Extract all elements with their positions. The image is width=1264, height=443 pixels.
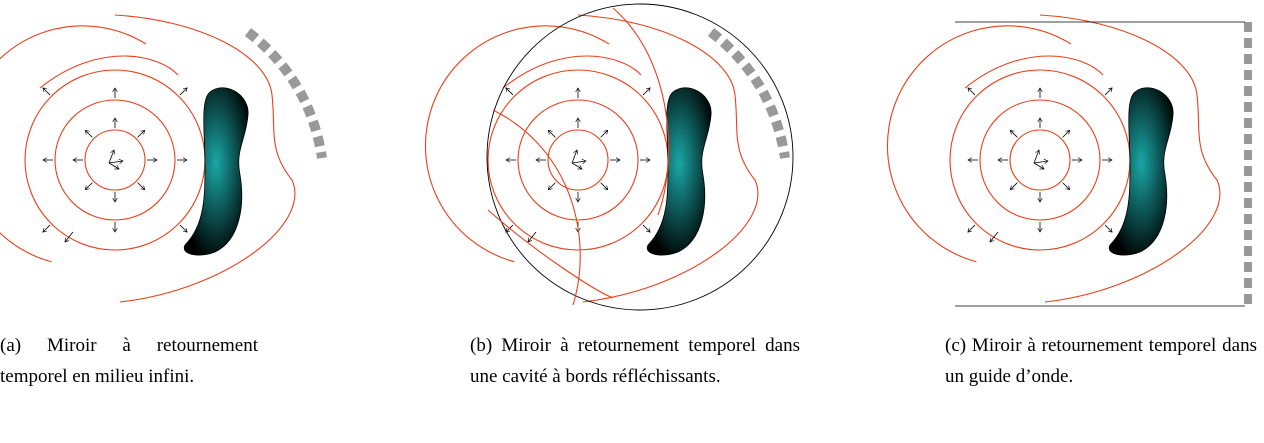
arrow [137,182,145,190]
arrow [108,150,114,164]
arrow [43,224,51,232]
arrow [1104,88,1112,96]
wavefront [84,129,146,191]
arrow [600,130,608,138]
arrow [1010,130,1018,138]
caption: (b) Miroir à retournement temporel dans … [470,335,800,387]
wavefront [979,99,1101,221]
arrow [968,88,976,96]
arrow [1062,130,1070,138]
wavefront [0,25,147,263]
arrow [571,161,586,163]
wavefront [114,14,296,303]
arrow [179,88,187,96]
arrow [137,130,145,138]
arrow [1033,161,1048,163]
mirror [244,28,327,159]
arrow [108,161,123,163]
arrow [179,224,187,232]
arrow [65,231,74,242]
reflected-wave [612,7,670,216]
mirror [707,28,790,159]
wavefront [1009,129,1071,191]
wavefront [39,55,179,89]
arrow [85,182,93,190]
arrow [548,130,556,138]
arrow [43,88,51,96]
wavefront [502,55,642,89]
caption: (c) Miroir à retournement temporel dans … [945,335,1257,387]
wavefront [54,99,176,221]
arrow [600,182,608,190]
figure [0,3,1252,311]
arrow [1104,224,1112,232]
arrow [506,88,514,96]
wavefront [517,99,639,221]
wavefront [964,55,1104,89]
wavefront [547,129,609,191]
arrow [968,224,976,232]
arrow [642,224,650,232]
wavefront [577,14,759,303]
arrow [528,231,537,242]
arrow [990,231,999,242]
caption: (a) Miroir à retournement temporel en mi… [0,335,258,387]
arrow [1033,150,1039,164]
arrow [548,182,556,190]
scatterer [1108,87,1174,256]
wavefront [1039,14,1221,303]
reflected-wave [487,209,614,299]
arrow [85,130,93,138]
cavity [486,3,794,311]
arrow [642,88,650,96]
scatterer [183,87,249,256]
arrow [571,162,582,170]
wavefront [887,25,1072,263]
reflected-wave [492,109,581,306]
arrow [1010,182,1018,190]
arrow [571,150,577,164]
arrow [1062,182,1070,190]
arrow [108,162,119,170]
scatterer [646,87,712,256]
arrow [1033,162,1044,170]
wavefront [424,25,610,263]
